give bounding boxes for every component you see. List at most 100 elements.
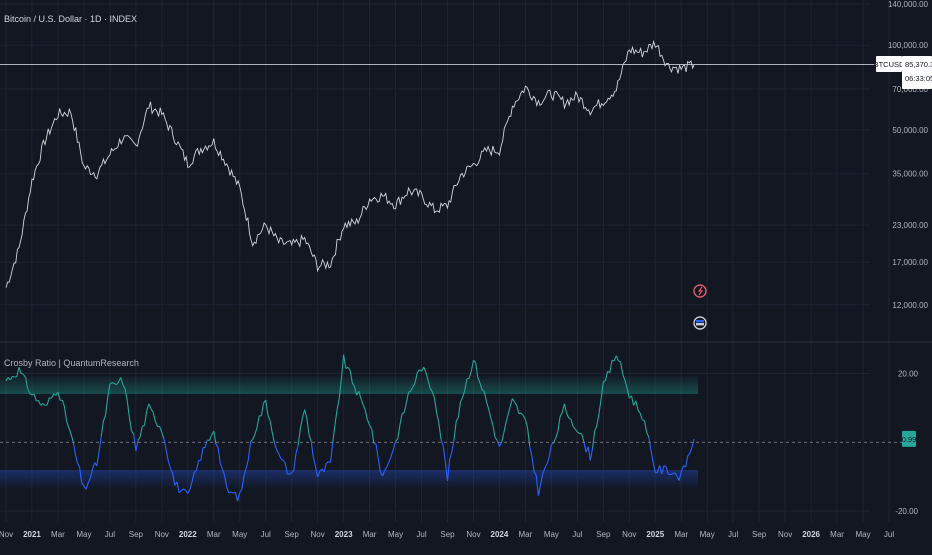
price-tick-label: 35,000.00 [892,170,928,179]
oscillator-segment [283,460,285,463]
time-tick-label: 2023 [335,530,353,539]
oscillator-segment [363,405,365,411]
oscillator-segment [142,426,144,427]
oscillator-segment [508,406,510,414]
oscillator-segment [335,410,337,425]
oscillator-segment [532,456,534,472]
time-tick-label: Jul [884,530,894,539]
price-axis[interactable]: 140,000.00100,000.0070,000.0050,000.0035… [888,0,929,310]
oscillator-segment [510,399,512,407]
dividend-marker[interactable] [694,317,706,329]
oscillator-segment [374,444,376,445]
oscillator-segment [279,454,281,459]
oscillator-segment [400,414,402,425]
oscillator-segment [251,439,253,441]
oscillator-segment [326,462,328,464]
oscillator-segment [640,413,642,420]
oscillator-segment [582,434,584,442]
oscillator-segment [567,413,569,418]
time-tick-label: Jul [572,530,582,539]
oscillator-segment [257,416,259,428]
time-tick-label: Jul [261,530,271,539]
oscillator-segment [638,410,640,413]
oscillator-segment [495,438,497,441]
oscillator-segment [688,453,690,456]
time-tick-label: 2022 [179,530,197,539]
oscillator-segment [235,492,237,501]
oscillator-segment [593,431,595,449]
oscillator-segment [636,401,638,410]
oscillator-segment [647,432,649,437]
oscillator-segment [93,463,95,469]
oscillator-segment [147,404,149,411]
oscillator-segment [268,415,270,420]
upper-threshold-band [0,376,698,394]
oscillator-segment [64,406,66,421]
time-tick-label: 2025 [646,530,664,539]
oscillator-segment [562,404,564,413]
time-tick-label: Jul [105,530,115,539]
time-tick-label: Sep [752,530,767,539]
oscillator-segment [454,421,456,440]
oscillator-segment [272,432,274,442]
oscillator-segment [614,356,616,361]
time-tick-label: Nov [778,530,792,539]
oscillator-segment [179,491,181,493]
oscillator-segment [197,461,199,471]
oscillator-segment [281,459,283,461]
oscillator-segment [17,367,19,377]
oscillator-segment [530,446,532,456]
oscillator-segment [385,467,387,470]
oscillator-segment [106,398,108,415]
time-tick-label: Nov [622,530,636,539]
oscillator-segment [590,449,592,461]
oscillator-segment [389,456,391,462]
oscillator-segment [391,449,393,456]
oscillator-segment [97,451,99,465]
oscillator-segment [649,437,651,449]
oscillator-segment [77,463,79,468]
oscillator-segment [597,414,599,426]
symbol-label: BTCUSD [874,60,905,69]
price-tick-label: 100,000.00 [888,41,929,50]
indicator-title[interactable]: Crosby Ratio | QuantumResearch [4,358,139,368]
time-tick-label: May [76,530,91,539]
oscillator-segment [556,432,558,439]
oscillator-segment [417,370,419,373]
oscillator-segment [51,394,53,399]
oscillator-segment [588,447,590,461]
oscillator-segment [67,421,69,427]
oscillator-segment [164,439,166,450]
oscillator-segment [439,423,441,440]
oscillator-segment [595,426,597,431]
lower-threshold-band [0,470,698,488]
oscillator-segment [151,409,153,413]
oscillator-segment [521,413,523,415]
price-tick-label: 23,000.00 [892,221,928,230]
oscillator-segment [651,450,653,463]
oscillator-segment [127,400,129,417]
oscillator-segment [181,489,183,491]
earnings-marker[interactable] [694,285,706,297]
time-tick-label: May [388,530,403,539]
oscillator-segment [231,492,233,493]
oscillator-segment [491,418,493,426]
oscillator-segment [75,454,77,463]
price-tick-label: 17,000.00 [892,258,928,267]
symbol-price-tag: BTCUSD 85,370.37 06:33:05 [874,56,932,89]
oscillator-segment [69,428,71,434]
oscillator-segment [692,439,694,447]
time-tick-label: May [232,530,247,539]
last-price-label: 85,370.37 [905,60,932,69]
oscillator-last-value: 0.99 [902,435,917,444]
oscillator-segment [255,428,257,435]
oscillator-segment [168,461,170,468]
oscillator-segment [307,418,309,435]
oscillator-segment [365,410,367,420]
time-tick-label: Sep [440,530,455,539]
oscillator-segment [387,462,389,467]
oscillator-segment [610,360,612,373]
